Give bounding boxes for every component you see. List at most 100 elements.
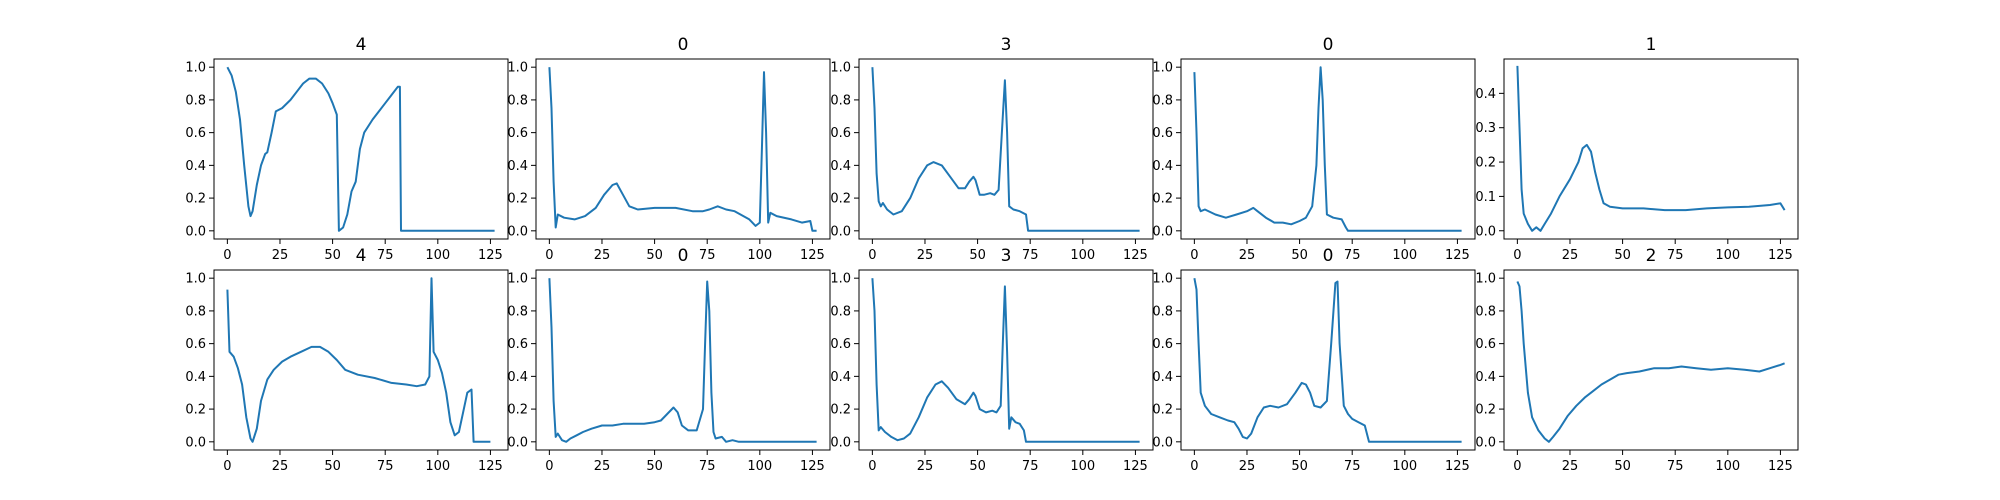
y-tick-label: 0.4 [185, 159, 206, 174]
x-tick-label: 75 [699, 459, 716, 474]
y-tick-label: 0.4 [1475, 87, 1496, 102]
series-line [1516, 65, 1786, 232]
x-tick-label: 50 [646, 248, 663, 263]
y-tick-label: 0.2 [1475, 403, 1496, 418]
y-tick-label: 0.8 [185, 304, 206, 319]
y-tick-label: 0.0 [185, 224, 206, 239]
y-tick-label: 0.8 [1152, 304, 1173, 319]
y-tick-label: 0.6 [185, 337, 206, 352]
y-tick-label: 0.0 [507, 435, 528, 450]
subplot-title: 1 [1646, 35, 1657, 55]
y-tick-label: 1.0 [1475, 272, 1496, 287]
y-tick-label: 0.8 [1152, 93, 1173, 108]
x-tick-label: 25 [1239, 459, 1256, 474]
series-line [226, 277, 491, 443]
subplot-5: 1 0 25 50 75 100 125 0.0 0.1 0.2 0.3 0.4 [1475, 35, 1799, 263]
x-tick-label: 125 [1123, 459, 1148, 474]
y-tick-label: 0.4 [1475, 370, 1496, 385]
subplot-3: 3 0 25 50 75 100 125 0.0 0.2 0.4 0.6 0.8 1.0 [830, 35, 1154, 263]
y-tick-label: 0.8 [1475, 304, 1496, 319]
x-tick-label: 25 [594, 248, 611, 263]
y-tick-label: 0.2 [507, 192, 528, 207]
y-tick-label: 0.8 [185, 93, 206, 108]
x-tick-label: 25 [1239, 248, 1256, 263]
subplot-title: 3 [1001, 35, 1012, 55]
series-line [548, 67, 817, 232]
y-tick-label: 0.2 [1152, 403, 1173, 418]
series-line [871, 278, 1140, 443]
y-tick-label: 0.8 [507, 304, 528, 319]
x-tick-label: 0 [1513, 248, 1521, 263]
x-tick-label: 75 [1344, 248, 1361, 263]
y-tick-label: 0.0 [830, 224, 851, 239]
subplot-title: 0 [678, 246, 689, 266]
y-tick-label: 1.0 [830, 272, 851, 287]
y-tick-label: 0.4 [1152, 159, 1173, 174]
axes-frame [1180, 269, 1476, 451]
x-tick-label: 100 [425, 248, 450, 263]
subplot-8: 3 0 25 50 75 100 125 0.0 0.2 0.4 0.6 0.8 1.0 [830, 246, 1154, 474]
x-tick-label: 75 [1667, 248, 1684, 263]
subplot-1: 4 0 25 50 75 100 125 0.0 0.2 0.4 0.6 0.8 1.0 [185, 35, 509, 263]
x-tick-label: 75 [699, 248, 716, 263]
subplot-4: 0 0 25 50 75 100 125 0.0 0.2 0.4 0.6 0.8 1.0 [1152, 35, 1476, 263]
x-tick-label: 25 [272, 248, 289, 263]
x-tick-label: 0 [545, 459, 553, 474]
x-tick-label: 100 [1392, 248, 1417, 263]
x-tick-label: 0 [223, 248, 231, 263]
subplot-title: 2 [1646, 246, 1657, 266]
y-tick-label: 1.0 [1152, 61, 1173, 76]
x-tick-label: 0 [1513, 459, 1521, 474]
x-tick-label: 50 [1291, 459, 1308, 474]
y-tick-label: 0.0 [1475, 224, 1496, 239]
x-tick-label: 25 [1562, 459, 1579, 474]
axes-frame [213, 269, 509, 451]
y-tick-label: 0.6 [830, 126, 851, 141]
y-tick-label: 0.2 [185, 403, 206, 418]
y-tick-label: 0.8 [830, 93, 851, 108]
y-tick-label: 0.6 [1475, 337, 1496, 352]
y-tick-label: 1.0 [507, 272, 528, 287]
x-tick-label: 50 [1291, 248, 1308, 263]
x-tick-label: 50 [1614, 248, 1631, 263]
y-tick-label: 0.6 [507, 126, 528, 141]
x-tick-label: 50 [324, 459, 341, 474]
x-tick-label: 125 [800, 248, 825, 263]
subplot-9: 0 0 25 50 75 100 125 0.0 0.2 0.4 0.6 0.8 1.0 [1152, 246, 1476, 474]
y-tick-label: 0.4 [1152, 370, 1173, 385]
x-tick-label: 100 [747, 248, 772, 263]
x-tick-label: 125 [478, 459, 503, 474]
subplot-title: 3 [1001, 246, 1012, 266]
x-tick-label: 0 [223, 459, 231, 474]
axes-frame [858, 58, 1154, 240]
axes-frame [858, 269, 1154, 451]
axes-frame [1503, 58, 1799, 240]
y-tick-label: 0.2 [185, 192, 206, 207]
subplot-title: 0 [1323, 246, 1334, 266]
axes-frame [1503, 269, 1799, 451]
series-line [548, 278, 817, 443]
y-tick-label: 0.3 [1475, 121, 1496, 136]
series-line [1193, 66, 1462, 232]
x-tick-label: 0 [868, 459, 876, 474]
y-tick-label: 0.0 [507, 224, 528, 239]
axes-frame [213, 58, 509, 240]
y-tick-label: 0.0 [830, 435, 851, 450]
subplot-title: 4 [356, 35, 367, 55]
x-tick-label: 125 [478, 248, 503, 263]
x-tick-label: 0 [545, 248, 553, 263]
x-tick-label: 75 [1667, 459, 1684, 474]
x-tick-label: 50 [969, 459, 986, 474]
y-tick-label: 0.2 [507, 403, 528, 418]
x-tick-label: 0 [1190, 248, 1198, 263]
y-tick-label: 0.0 [1152, 224, 1173, 239]
x-tick-label: 100 [1715, 459, 1740, 474]
x-tick-label: 25 [917, 248, 934, 263]
series-line [1516, 281, 1785, 443]
x-tick-label: 50 [969, 248, 986, 263]
y-tick-label: 1.0 [507, 61, 528, 76]
y-tick-label: 0.2 [1152, 192, 1173, 207]
x-tick-label: 100 [1070, 459, 1095, 474]
axes-frame [535, 58, 831, 240]
